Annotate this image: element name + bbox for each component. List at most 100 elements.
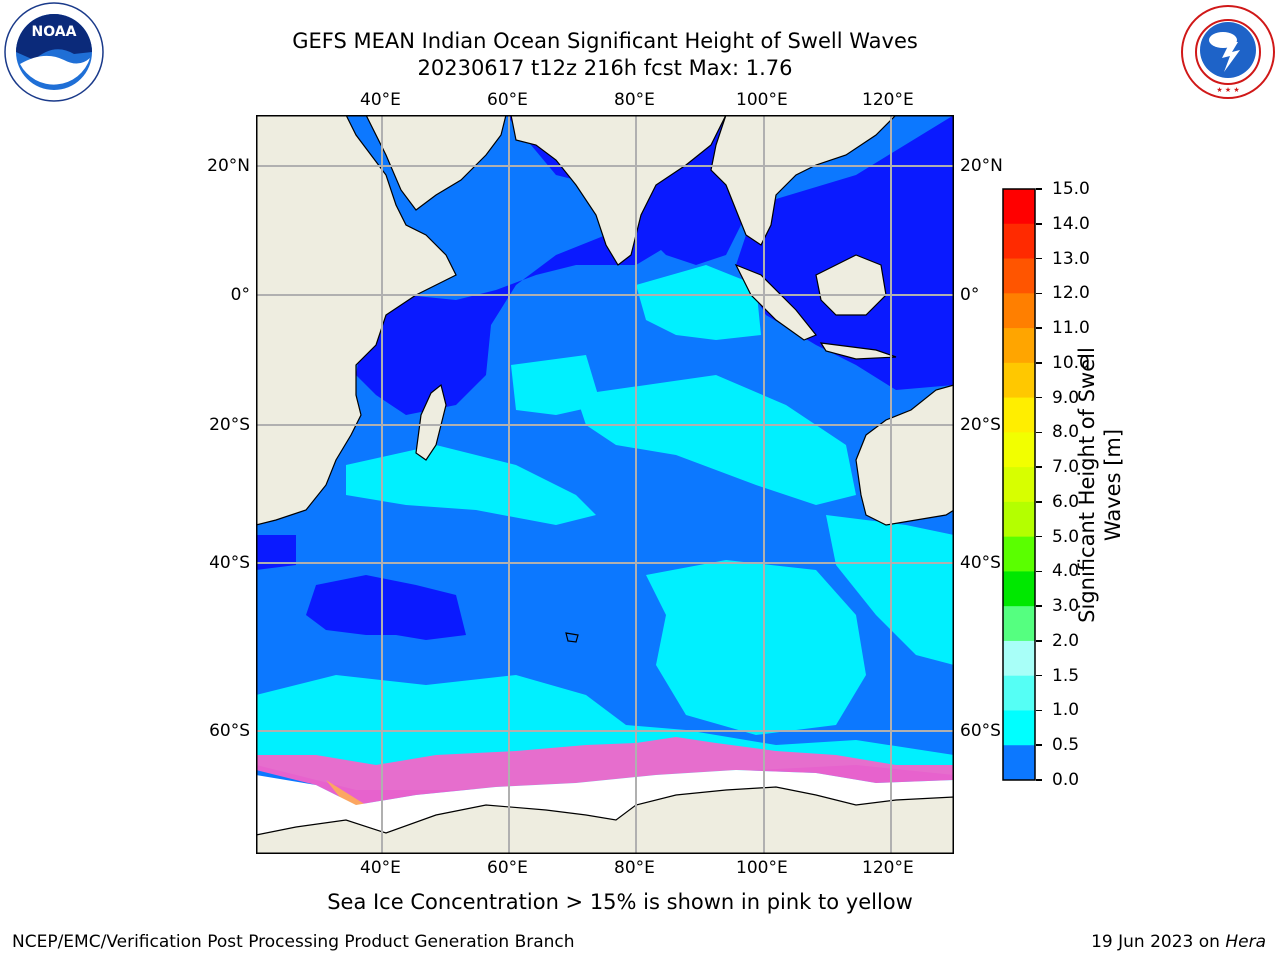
colorbar-band	[1003, 223, 1035, 260]
lat-label-right-20n: 20°N	[960, 156, 1003, 176]
india-land	[510, 115, 727, 266]
colorbar-band	[1003, 432, 1035, 468]
lon-label-bottom-60e: 60°E	[487, 858, 528, 878]
swell-map	[256, 115, 954, 854]
colorbar-tick-mark	[1036, 709, 1042, 712]
colorbar-tick-mark	[1036, 744, 1042, 746]
se-asia-land	[710, 115, 897, 246]
colorbar-tick-label: 8.0	[1052, 422, 1080, 443]
sea-ice-note: Sea Ice Concentration > 15% is shown in …	[327, 890, 913, 914]
colorbar-tick-mark	[1036, 396, 1042, 399]
lat-label-left-20s: 20°S	[209, 415, 250, 435]
colorbar-tick-mark	[1036, 292, 1042, 295]
noaa-logo-text: NOAA	[32, 24, 77, 40]
colorbar-tick-label: 10.0	[1052, 352, 1090, 373]
chart-subtitle: 20230617 t12z 216h fcst Max: 1.76	[417, 56, 793, 80]
lon-label-top-40e: 40°E	[360, 90, 401, 110]
colorbar-band	[1003, 397, 1035, 433]
colorbar-tick-label: 12.0	[1052, 283, 1090, 304]
colorbar-tick-mark	[1036, 674, 1042, 677]
lat-label-left-60s: 60°S	[209, 721, 250, 741]
lon-label-bottom-80e: 80°E	[614, 858, 655, 878]
colorbar-tick-label: 7.0	[1052, 457, 1080, 478]
chart-title: GEFS MEAN Indian Ocean Significant Heigh…	[292, 29, 918, 53]
arabia-land	[365, 115, 507, 211]
madagascar-land	[415, 383, 447, 461]
colorbar-band	[1003, 467, 1035, 503]
colorbar-tick-label: 13.0	[1052, 248, 1090, 269]
colorbar-band	[1003, 710, 1035, 746]
colorbar-tick-mark	[1036, 188, 1042, 190]
colorbar-tick-label: 14.0	[1052, 213, 1090, 234]
colorbar-band	[1003, 328, 1035, 364]
colorbar-tick-mark	[1036, 501, 1042, 503]
colorbar-tick-mark	[1036, 327, 1042, 329]
colorbar-tick-label: 1.5	[1052, 665, 1080, 686]
colorbar-label-line2: Waves [m]	[1101, 428, 1125, 542]
colorbar-tick-mark	[1036, 640, 1042, 642]
colorbar-tick-label: 2.0	[1052, 630, 1080, 651]
colorbar-label-line1: Significant Height of Swell	[1075, 347, 1099, 623]
colorbar-tick-mark	[1036, 535, 1042, 538]
colorbar-band	[1003, 501, 1035, 538]
svg-text:★ ★ ★: ★ ★ ★	[1216, 86, 1239, 94]
lat-label-right-40s: 40°S	[960, 553, 1001, 573]
lat-label-left-0: 0°	[230, 285, 250, 305]
lon-label-bottom-40e: 40°E	[360, 858, 401, 878]
sea-ice-edge	[256, 737, 954, 805]
lat-label-left-20n: 20°N	[207, 156, 250, 176]
colorbar-band	[1003, 536, 1035, 572]
footer-machine: Hera	[1225, 932, 1266, 952]
colorbar-band	[1003, 293, 1035, 329]
colorbar-tick-mark	[1036, 431, 1042, 434]
colorbar-tick-mark	[1036, 362, 1042, 364]
colorbar-tick-label: 6.0	[1052, 491, 1080, 512]
graticule	[256, 115, 954, 854]
colorbar-tick-mark	[1036, 466, 1042, 468]
colorbar-tick-label: 5.0	[1052, 526, 1080, 547]
colorbar-tick-label: 3.0	[1052, 596, 1080, 617]
sumatra-land	[734, 263, 817, 341]
footer-date-text: 19 Jun 2023 on	[1091, 932, 1226, 952]
colorbar-tick-mark	[1036, 605, 1042, 607]
colorbar-tick-label: 0.0	[1052, 770, 1080, 790]
colorbar-tick-label: 11.0	[1052, 318, 1090, 339]
noaa-logo: NOAA	[4, 2, 104, 102]
lon-label-top-120e: 120°E	[862, 90, 914, 110]
lat-label-right-20s: 20°S	[960, 415, 1001, 435]
lon-label-bottom-100e: 100°E	[736, 858, 788, 878]
lat-label-left-40s: 40°S	[209, 553, 250, 573]
java-land	[819, 342, 897, 360]
colorbar-band	[1003, 745, 1035, 781]
colorbar-band	[1003, 640, 1035, 677]
colorbar-tick-mark	[1036, 257, 1042, 260]
australia-land	[855, 384, 954, 526]
lon-label-bottom-120e: 120°E	[862, 858, 914, 878]
borneo-land	[815, 254, 887, 316]
colorbar-band	[1003, 606, 1035, 642]
colorbar-tick-label: 4.0	[1052, 561, 1080, 582]
lon-label-top-100e: 100°E	[736, 90, 788, 110]
colorbar-band	[1003, 362, 1035, 399]
lat-label-right-60s: 60°S	[960, 721, 1001, 741]
lon-label-top-80e: 80°E	[614, 90, 655, 110]
colorbar-tick-label: 1.0	[1052, 700, 1080, 721]
lon-label-top-60e: 60°E	[487, 90, 528, 110]
colorbar-band	[1003, 571, 1035, 607]
colorbar-band	[1003, 675, 1035, 711]
colorbar-tick-label: 9.0	[1052, 387, 1080, 408]
antarctica-land	[256, 786, 954, 854]
colorbar-tick-mark	[1036, 223, 1042, 225]
colorbar-tick-label: 15.0	[1052, 179, 1090, 199]
lat-label-right-0: 0°	[960, 285, 980, 305]
map-frame	[256, 115, 954, 854]
colorbar-tick-mark	[1036, 779, 1042, 781]
kerguelen-island	[565, 632, 579, 643]
colorbar-band	[1003, 258, 1035, 294]
colorbar-band	[1003, 189, 1035, 225]
colorbar-tick-mark	[1036, 570, 1042, 573]
footer-date: 19 Jun 2023 on Hera	[1091, 932, 1266, 952]
nws-logo: ★ ★ ★	[1178, 2, 1278, 102]
colorbar	[1002, 188, 1036, 781]
footer-source: NCEP/EMC/Verification Post Processing Pr…	[12, 932, 575, 952]
